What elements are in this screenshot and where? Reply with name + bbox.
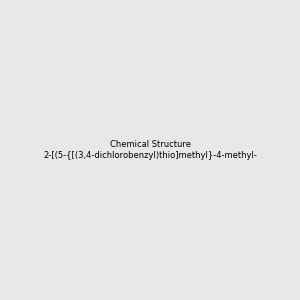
Text: Chemical Structure
2-[(5-{[(3,4-dichlorobenzyl)thio]methyl}-4-methyl-: Chemical Structure 2-[(5-{[(3,4-dichloro…: [43, 140, 257, 160]
